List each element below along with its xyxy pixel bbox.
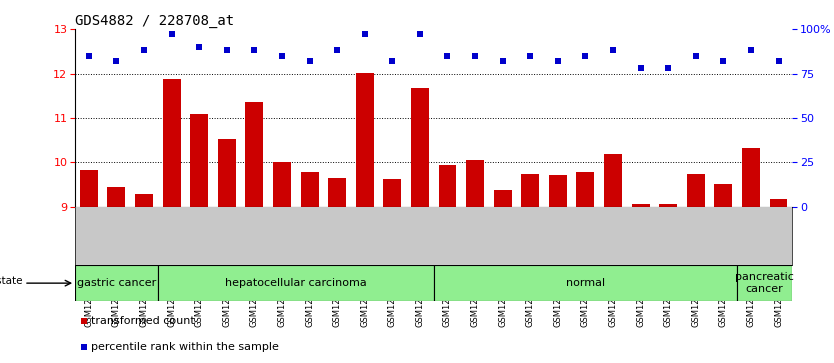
Point bbox=[524, 53, 537, 58]
Bar bbox=[631, 204, 650, 207]
Point bbox=[330, 48, 344, 53]
Point bbox=[606, 48, 620, 53]
Bar bbox=[75, 265, 158, 301]
Bar bbox=[300, 172, 319, 207]
Point bbox=[220, 48, 234, 53]
Text: gastric cancer: gastric cancer bbox=[77, 278, 156, 288]
Bar bbox=[108, 187, 125, 207]
Bar bbox=[549, 175, 567, 207]
Bar bbox=[659, 204, 677, 207]
Point bbox=[77, 344, 90, 350]
Text: GDS4882 / 228708_at: GDS4882 / 228708_at bbox=[75, 14, 234, 28]
Bar bbox=[604, 154, 622, 207]
Bar bbox=[80, 171, 98, 207]
Point bbox=[165, 32, 178, 37]
Point bbox=[661, 65, 675, 71]
Point bbox=[551, 58, 565, 64]
Point bbox=[413, 32, 426, 37]
Point bbox=[634, 65, 647, 71]
Text: hepatocellular carcinoma: hepatocellular carcinoma bbox=[225, 278, 367, 288]
Bar bbox=[466, 160, 484, 207]
Point bbox=[275, 53, 289, 58]
Point bbox=[744, 48, 757, 53]
Point bbox=[110, 58, 123, 64]
Point bbox=[358, 32, 371, 37]
Point bbox=[689, 53, 702, 58]
Bar bbox=[715, 184, 732, 207]
Bar bbox=[328, 178, 346, 207]
Point bbox=[385, 58, 399, 64]
Bar bbox=[163, 79, 181, 207]
Text: percentile rank within the sample: percentile rank within the sample bbox=[91, 342, 279, 352]
Bar bbox=[742, 148, 760, 207]
Bar bbox=[737, 265, 792, 301]
Bar bbox=[158, 265, 434, 301]
Bar bbox=[434, 265, 737, 301]
Point bbox=[248, 48, 261, 53]
Text: pancreatic
cancer: pancreatic cancer bbox=[736, 272, 794, 294]
Bar bbox=[411, 88, 429, 207]
Point bbox=[193, 44, 206, 50]
Text: normal: normal bbox=[565, 278, 605, 288]
Bar bbox=[521, 174, 540, 207]
Bar bbox=[273, 162, 291, 207]
Bar bbox=[245, 102, 264, 207]
Point bbox=[496, 58, 510, 64]
Bar bbox=[190, 114, 208, 207]
Bar bbox=[686, 175, 705, 207]
Bar bbox=[439, 165, 456, 207]
Bar bbox=[135, 195, 153, 207]
Point bbox=[83, 53, 96, 58]
Point bbox=[138, 48, 151, 53]
Bar bbox=[770, 199, 787, 207]
Text: transformed count: transformed count bbox=[91, 316, 194, 326]
Point bbox=[469, 53, 482, 58]
Point bbox=[579, 53, 592, 58]
Point bbox=[77, 318, 90, 324]
Text: disease state: disease state bbox=[0, 276, 23, 286]
Bar bbox=[384, 179, 401, 207]
Point bbox=[303, 58, 316, 64]
Point bbox=[441, 53, 455, 58]
Bar bbox=[494, 190, 511, 207]
Point bbox=[771, 58, 785, 64]
Bar bbox=[218, 139, 236, 207]
Bar bbox=[356, 73, 374, 207]
Bar bbox=[576, 172, 595, 207]
Point bbox=[716, 58, 730, 64]
